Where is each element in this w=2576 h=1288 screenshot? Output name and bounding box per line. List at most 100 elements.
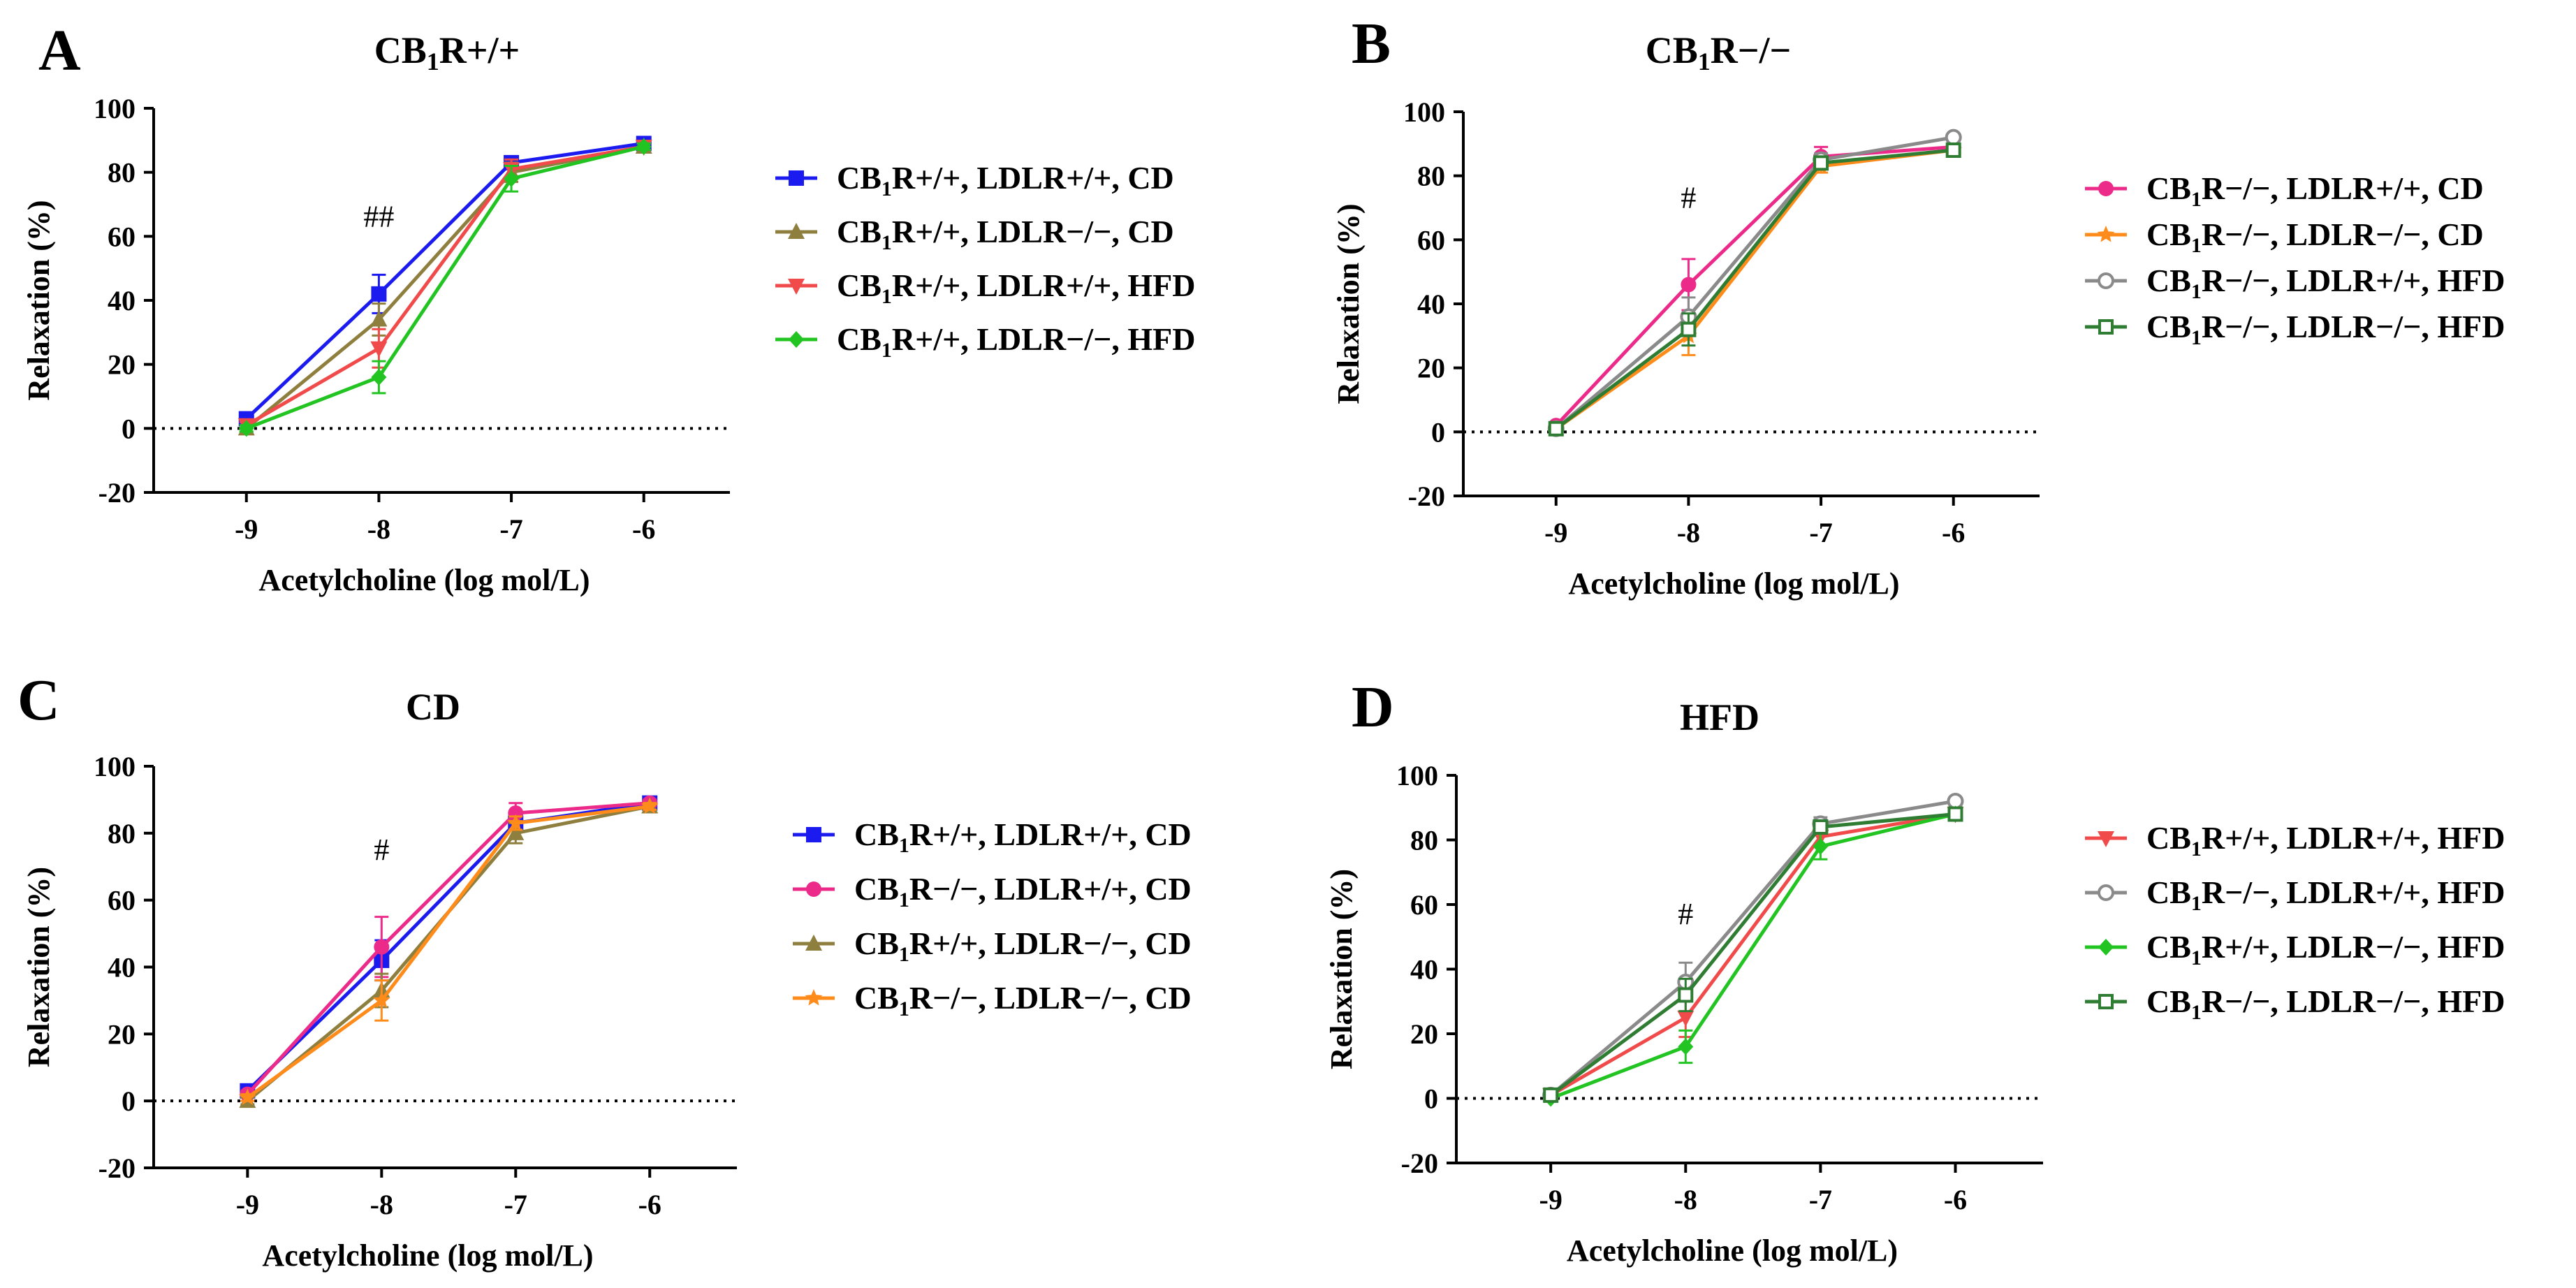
series-line: [1549, 812, 1956, 1097]
x-tick-label: -7: [1809, 517, 1832, 548]
panel-letter: D: [1352, 675, 1394, 740]
x-tick-label: -9: [236, 1189, 259, 1220]
series-4: [1548, 142, 1961, 437]
series-1: [240, 795, 658, 1099]
legend-label: CB1R−/−, LDLR−/−, CD: [854, 980, 1192, 1020]
series-line: [1549, 799, 1956, 1097]
legend-marker: [788, 279, 805, 295]
series-line: [1555, 148, 1954, 430]
series-4: [239, 797, 659, 1105]
x-tick-label: -7: [504, 1189, 527, 1220]
panel-title: CD: [406, 686, 460, 728]
legend-marker: [805, 935, 822, 951]
y-tick-label: 40: [108, 952, 136, 983]
y-tick-label: 20: [108, 1018, 136, 1050]
data-point: [239, 1088, 256, 1105]
legend-item: CB1R+/+, LDLR+/+, HFD: [2085, 820, 2505, 861]
data-point: [238, 420, 254, 437]
series-line: [245, 145, 645, 430]
legend-item: CB1R+/+, LDLR+/+, CD: [775, 160, 1174, 200]
data-point: [1681, 277, 1697, 293]
x-tick-label: -8: [367, 513, 390, 545]
legend-label: CB1R+/+, LDLR−/−, CD: [837, 214, 1174, 254]
data-point: [371, 286, 387, 302]
y-tick-label: -20: [98, 1152, 136, 1184]
data-point: [1947, 806, 1963, 822]
x-tick-label: -8: [1674, 1184, 1697, 1215]
series-3: [237, 140, 652, 434]
panel-letter: C: [17, 668, 60, 733]
y-tick-label: 60: [1410, 889, 1438, 921]
data-point: [636, 138, 652, 155]
panel-A: A CB1R+/+ -20 0 20 40 60 80 100 -9 -8 -7 -6 Acetylcho…: [22, 18, 1195, 597]
y-tick-label: 40: [1417, 288, 1445, 320]
y-tick-label: 80: [108, 157, 136, 189]
legend-label: CB1R−/−, LDLR+/+, CD: [2146, 170, 2484, 211]
significance-annotation: ##: [363, 200, 394, 234]
data-point: [504, 170, 520, 187]
x-tick-label: -9: [235, 513, 258, 545]
legend-item: CB1R+/+, LDLR+/+, CD: [793, 817, 1192, 857]
data-point: [373, 991, 390, 1008]
data-point: [1945, 129, 1962, 146]
x-tick-label: -7: [499, 513, 522, 545]
data-point: [370, 310, 388, 327]
series-3: [239, 797, 659, 1108]
legend-label: CB1R+/+, LDLR−/−, HFD: [837, 321, 1195, 362]
legend-item: CB1R+/+, LDLR−/−, CD: [793, 925, 1192, 966]
x-tick-label: -8: [370, 1189, 393, 1220]
data-point: [374, 939, 390, 955]
y-tick-label: 20: [1417, 353, 1445, 384]
panel-title: CB1R−/−: [1646, 29, 1792, 75]
series-4: [1543, 806, 1963, 1103]
legend-marker: [789, 170, 804, 186]
data-point: [1543, 1087, 1559, 1103]
y-tick-label: 0: [1431, 416, 1445, 448]
x-tick-label: -6: [1942, 517, 1965, 548]
legend-label: CB1R+/+, LDLR+/+, CD: [854, 817, 1192, 857]
series-line: [1549, 812, 1956, 1097]
series-4: [238, 138, 652, 437]
legend-item: CB1R−/−, LDLR−/−, HFD: [2085, 983, 2505, 1024]
legend-label: CB1R−/−, LDLR−/−, HFD: [2146, 983, 2505, 1024]
y-tick-label: -20: [1401, 1148, 1438, 1179]
panel-title: CB1R+/+: [374, 29, 520, 75]
legend-label: CB1R−/−, LDLR+/+, CD: [854, 871, 1192, 912]
series-line: [1555, 136, 1954, 430]
y-axis-label: Relaxation (%): [22, 200, 56, 400]
significance-annotation: #: [1678, 897, 1693, 931]
legend-item: CB1R−/−, LDLR+/+, CD: [2085, 170, 2484, 211]
y-tick-label: 60: [1417, 224, 1445, 256]
legend-marker: [2098, 181, 2114, 196]
series-line: [245, 141, 645, 420]
data-point: [370, 341, 388, 358]
y-tick-label: 100: [1403, 96, 1445, 128]
y-axis-label: Relaxation (%): [22, 867, 56, 1067]
x-tick-label: -6: [632, 513, 655, 545]
legend-label: CB1R+/+, LDLR+/+, HFD: [837, 268, 1195, 308]
series-line: [1555, 148, 1954, 430]
legend-item: CB1R−/−, LDLR−/−, CD: [793, 980, 1192, 1020]
series-line: [246, 801, 650, 1092]
data-point: [1945, 142, 1961, 158]
series-line: [246, 801, 650, 1096]
data-point: [507, 824, 525, 840]
data-point: [1678, 987, 1694, 1003]
legend-label: CB1R−/−, LDLR−/−, HFD: [2146, 309, 2505, 349]
legend-item: CB1R+/+, LDLR−/−, CD: [775, 214, 1174, 254]
series-line: [246, 805, 650, 1103]
significance-annotation: #: [1681, 181, 1696, 215]
legend-item: CB1R−/−, LDLR+/+, CD: [793, 871, 1192, 912]
data-point: [1681, 321, 1697, 337]
legend-marker: [805, 989, 823, 1006]
series-line: [246, 805, 650, 1099]
x-axis-label: Acetylcholine (log mol/L): [262, 1238, 593, 1273]
y-tick-label: 80: [1410, 825, 1438, 856]
series-2: [237, 138, 652, 436]
legend-marker: [2097, 226, 2115, 242]
y-tick-label: 100: [94, 93, 136, 124]
x-axis-label: Acetylcholine (log mol/L): [1567, 1234, 1898, 1268]
legend-item: CB1R+/+, LDLR−/−, HFD: [775, 321, 1195, 362]
y-tick-label: 20: [1410, 1018, 1438, 1050]
